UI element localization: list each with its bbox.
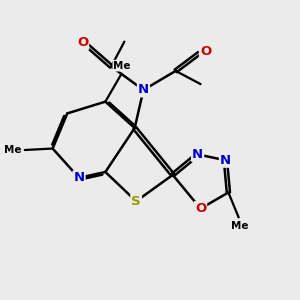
Text: N: N [192, 148, 203, 161]
Text: Me: Me [4, 145, 21, 155]
Text: O: O [77, 36, 88, 49]
Text: N: N [74, 171, 85, 184]
Text: O: O [200, 45, 211, 58]
Text: O: O [195, 202, 206, 215]
Text: S: S [131, 195, 141, 208]
Text: Me: Me [231, 220, 249, 231]
Text: N: N [220, 154, 231, 167]
Text: Me: Me [113, 61, 131, 70]
Text: N: N [138, 83, 149, 97]
